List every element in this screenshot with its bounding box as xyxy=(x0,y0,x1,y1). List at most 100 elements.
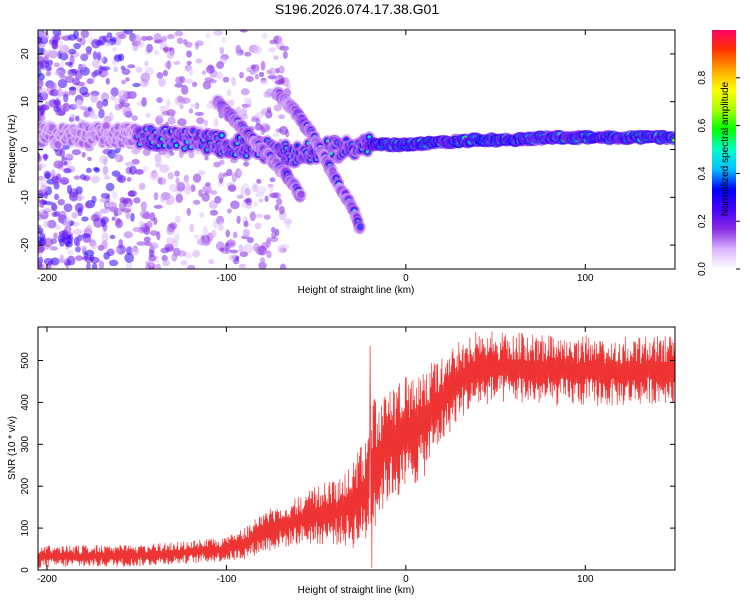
noise-blob xyxy=(218,221,224,230)
noise-blob xyxy=(208,259,215,265)
noise-blob xyxy=(282,50,288,59)
noise-blob xyxy=(166,98,171,109)
noise-blob xyxy=(52,30,62,37)
noise-blob xyxy=(76,196,83,202)
noise-blob xyxy=(133,197,141,204)
colorbar-ticks: 0.0 0.2 0.4 0.6 0.8 xyxy=(697,70,740,276)
noise-blob xyxy=(73,30,80,40)
noise-blob xyxy=(202,80,212,90)
y-tick-label: 300 xyxy=(20,436,31,453)
noise-blob xyxy=(76,37,83,42)
y-tick-label: 0 xyxy=(20,146,31,152)
noise-blob xyxy=(238,244,244,253)
noise-blob xyxy=(211,229,217,238)
noise-blob xyxy=(239,30,249,33)
noise-blob xyxy=(79,86,89,96)
noise-blob xyxy=(121,102,131,108)
noise-blob xyxy=(166,49,175,60)
noise-blob xyxy=(84,201,92,209)
y-tick-label: -20 xyxy=(20,237,31,252)
noise-blob xyxy=(72,221,80,227)
y-tick-label: 200 xyxy=(20,477,31,494)
noise-blob xyxy=(278,205,285,215)
noise-blob xyxy=(74,202,84,213)
spectrogram-y-ticks: -20 -10 0 10 20 xyxy=(20,48,675,252)
noise-blob xyxy=(195,58,203,64)
noise-blob xyxy=(174,30,184,37)
noise-blob xyxy=(285,84,291,89)
noise-blob xyxy=(149,230,159,236)
noise-blob xyxy=(260,60,266,71)
snr-series-line xyxy=(38,331,675,568)
noise-blob xyxy=(38,94,44,102)
noise-blob xyxy=(173,60,181,65)
noise-blob xyxy=(154,49,159,56)
noise-blob xyxy=(148,254,156,262)
noise-blob xyxy=(109,234,116,240)
colorbar-tick-label: 0.2 xyxy=(697,214,708,228)
ridge-core xyxy=(295,143,300,148)
noise-blob xyxy=(198,189,203,197)
noise-blob xyxy=(243,229,250,238)
noise-blob xyxy=(254,123,263,131)
noise-blob xyxy=(276,198,283,206)
noise-blob xyxy=(244,51,252,57)
y-tick-label: 400 xyxy=(20,394,31,411)
noise-blob xyxy=(155,263,161,269)
noise-blob xyxy=(64,225,72,234)
noise-blob xyxy=(59,254,64,264)
noise-blob xyxy=(243,97,250,104)
noise-blob xyxy=(76,84,81,92)
noise-blob xyxy=(222,172,228,177)
noise-blob xyxy=(102,98,109,107)
noise-blob xyxy=(171,253,178,262)
noise-blob xyxy=(40,184,48,192)
noise-blob xyxy=(104,202,112,208)
noise-blob xyxy=(101,239,108,250)
noise-blob xyxy=(86,224,92,235)
noise-blob xyxy=(66,255,76,266)
noise-blob xyxy=(50,88,59,97)
noise-blob xyxy=(105,182,115,192)
noise-blob xyxy=(39,88,48,94)
noise-blob xyxy=(260,79,269,85)
noise-blob xyxy=(269,177,276,183)
noise-blob xyxy=(236,215,241,224)
noise-blob xyxy=(58,40,64,51)
noise-blob xyxy=(217,181,225,187)
noise-blob xyxy=(41,31,49,42)
noise-blob xyxy=(249,211,256,222)
noise-blob xyxy=(279,125,288,135)
noise-blob xyxy=(216,61,225,69)
snr-x-label: Height of straight line (km) xyxy=(298,585,415,596)
noise-blob xyxy=(164,61,172,69)
noise-blob xyxy=(38,163,47,169)
noise-blob xyxy=(157,177,167,185)
colorbar-fill xyxy=(712,30,736,269)
noise-blob xyxy=(206,103,214,109)
noise-blob xyxy=(204,32,211,39)
noise-blob xyxy=(132,34,142,45)
noise-blob xyxy=(167,171,174,180)
noise-blob xyxy=(110,95,116,101)
noise-blob xyxy=(135,66,143,74)
noise-blob xyxy=(53,160,64,169)
noise-blob xyxy=(219,159,225,165)
noise-blob xyxy=(91,71,97,78)
noise-blob xyxy=(149,172,159,181)
noise-blob xyxy=(100,216,109,224)
noise-blob xyxy=(126,246,133,255)
noise-blob xyxy=(193,234,200,239)
noise-blob xyxy=(108,259,119,267)
noise-blob xyxy=(160,36,168,42)
noise-blob xyxy=(256,178,262,184)
noise-blob xyxy=(75,255,83,262)
noise-blob xyxy=(254,63,260,74)
noise-blob xyxy=(123,30,133,35)
noise-blob xyxy=(267,106,272,114)
noise-blob xyxy=(38,236,43,245)
noise-blob xyxy=(124,252,134,263)
noise-blob xyxy=(43,153,48,162)
noise-blob xyxy=(221,36,227,43)
noise-blob xyxy=(161,110,170,116)
